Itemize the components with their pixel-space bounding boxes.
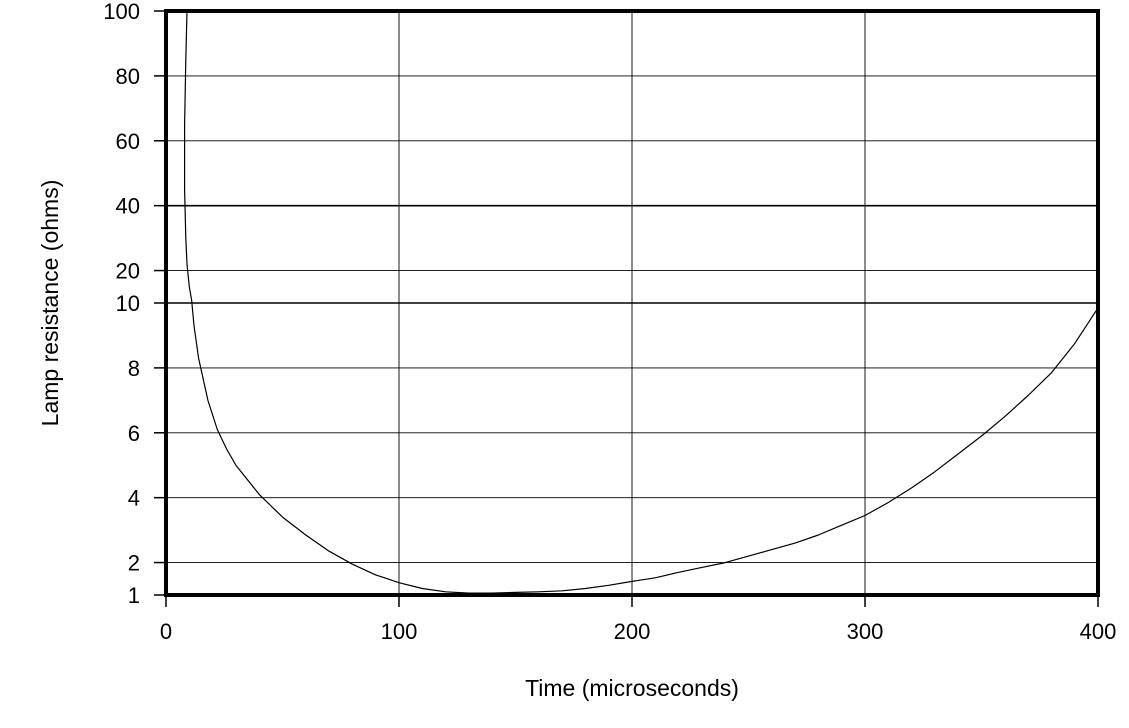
series-layer xyxy=(184,10,1099,594)
y-tick-label: 6 xyxy=(128,421,140,446)
x-tick-labels: 0 100 200 300 400 xyxy=(160,595,1116,644)
y-tick-label: 8 xyxy=(128,356,140,381)
y-axis-label: Lamp resistance (ohms) xyxy=(37,180,63,427)
y-tick-label: 1 xyxy=(128,583,140,608)
x-tick-label: 200 xyxy=(614,619,651,644)
y-tick-label: 40 xyxy=(116,194,140,219)
series-line-0 xyxy=(184,10,1099,594)
x-tick-label: 300 xyxy=(847,619,884,644)
y-tick-label: 2 xyxy=(128,551,140,576)
x-axis-label: Time (microseconds) xyxy=(525,675,739,701)
x-tick-label: 400 xyxy=(1080,619,1117,644)
y-tick-label: 10 xyxy=(116,291,140,316)
y-tick-labels: 1 2 4 6 8 10 20 40 60 80 100 xyxy=(103,0,166,608)
grid-layer xyxy=(165,10,1099,596)
x-tick-label: 100 xyxy=(381,619,418,644)
x-tick-label: 0 xyxy=(160,619,172,644)
y-tick-label: 80 xyxy=(116,64,140,89)
y-tick-label: 20 xyxy=(116,259,140,284)
y-tick-label: 4 xyxy=(128,486,140,511)
y-tick-label: 100 xyxy=(103,0,140,24)
y-tick-label: 60 xyxy=(116,129,140,154)
